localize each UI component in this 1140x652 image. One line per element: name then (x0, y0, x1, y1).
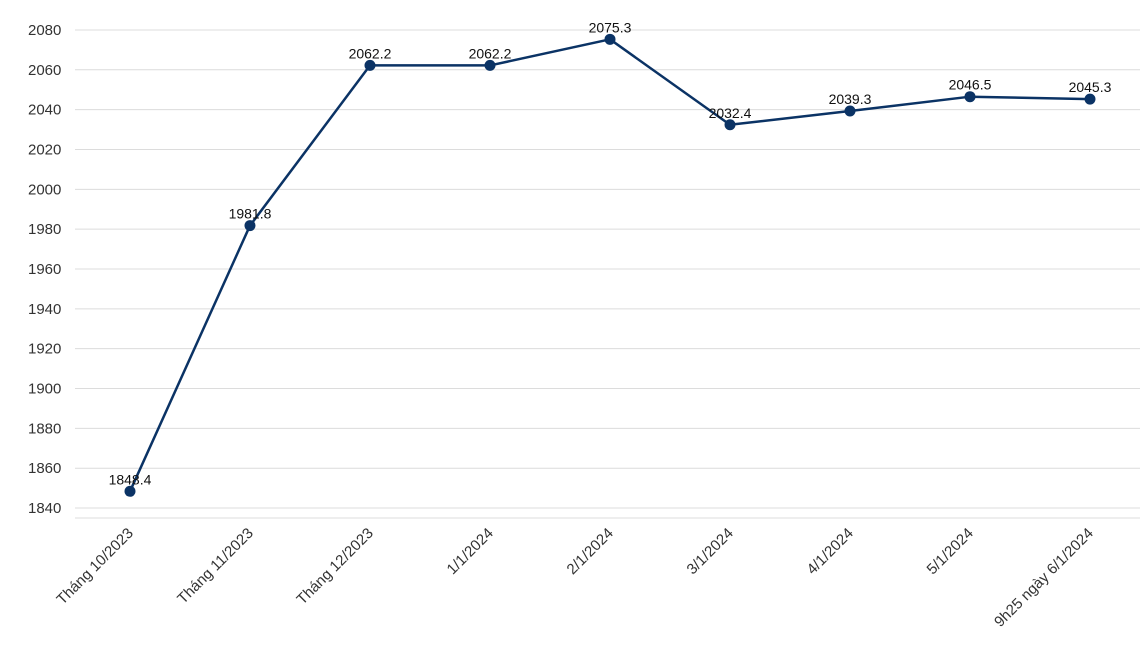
x-tick-label: Tháng 12/2023 (293, 525, 376, 608)
y-tick-label: 1980 (28, 221, 61, 238)
data-label: 2062.2 (349, 45, 392, 61)
x-tick-label: 4/1/2024 (804, 525, 857, 578)
data-labels: 1848.4 1981.8 2062.2 2062.2 2075.3 2032.4 2039… (109, 19, 1112, 487)
y-tick-label: 1880 (28, 420, 61, 437)
gridlines (75, 29, 1140, 519)
x-tick-label: Tháng 11/2023 (174, 525, 257, 608)
y-axis-ticks: 1840 1860 1880 1900 1920 1940 1960 1980 2000 2020… (28, 22, 61, 517)
data-label: 1981.8 (229, 206, 272, 222)
series-line-layer (128, 38, 1091, 492)
x-tick-label: 2/1/2024 (564, 525, 617, 578)
data-point (484, 59, 496, 71)
y-tick-label: 2060 (28, 62, 61, 79)
y-tick-label: 1840 (28, 500, 61, 517)
y-tick-label: 2080 (28, 22, 61, 39)
data-label: 2046.5 (949, 77, 992, 93)
data-label: 2045.3 (1069, 79, 1112, 95)
x-tick-label: 1/1/2024 (444, 525, 497, 578)
data-point (724, 119, 736, 131)
data-point (364, 59, 376, 71)
x-tick-label: Tháng 10/2023 (53, 525, 136, 608)
data-label: 2062.2 (469, 45, 512, 61)
y-tick-label: 2000 (28, 181, 61, 198)
y-tick-label: 1960 (28, 261, 61, 278)
y-tick-label: 2040 (28, 102, 61, 119)
x-tick-label: 5/1/2024 (924, 525, 977, 578)
x-tick-label: 9h25 ngày 6/1/2024 (991, 525, 1097, 631)
data-point (604, 33, 616, 45)
series-line (128, 38, 1091, 492)
x-tick-label: 3/1/2024 (684, 525, 737, 578)
data-points (124, 33, 1096, 497)
data-point (244, 220, 256, 232)
data-label: 2032.4 (709, 105, 752, 121)
data-label: 2039.3 (829, 91, 872, 107)
data-point (964, 91, 976, 103)
data-point (124, 485, 136, 497)
data-label: 1848.4 (109, 471, 152, 487)
y-tick-label: 1920 (28, 341, 61, 358)
y-tick-label: 1900 (28, 381, 61, 398)
y-tick-label: 2020 (28, 141, 61, 158)
data-label: 2075.3 (589, 19, 632, 35)
x-axis-ticks: Tháng 10/2023 Tháng 11/2023 Tháng 12/2023 1… (53, 525, 1096, 631)
data-point (844, 105, 856, 117)
y-tick-label: 1940 (28, 301, 61, 318)
data-point (1084, 93, 1096, 105)
y-tick-label: 1860 (28, 460, 61, 477)
